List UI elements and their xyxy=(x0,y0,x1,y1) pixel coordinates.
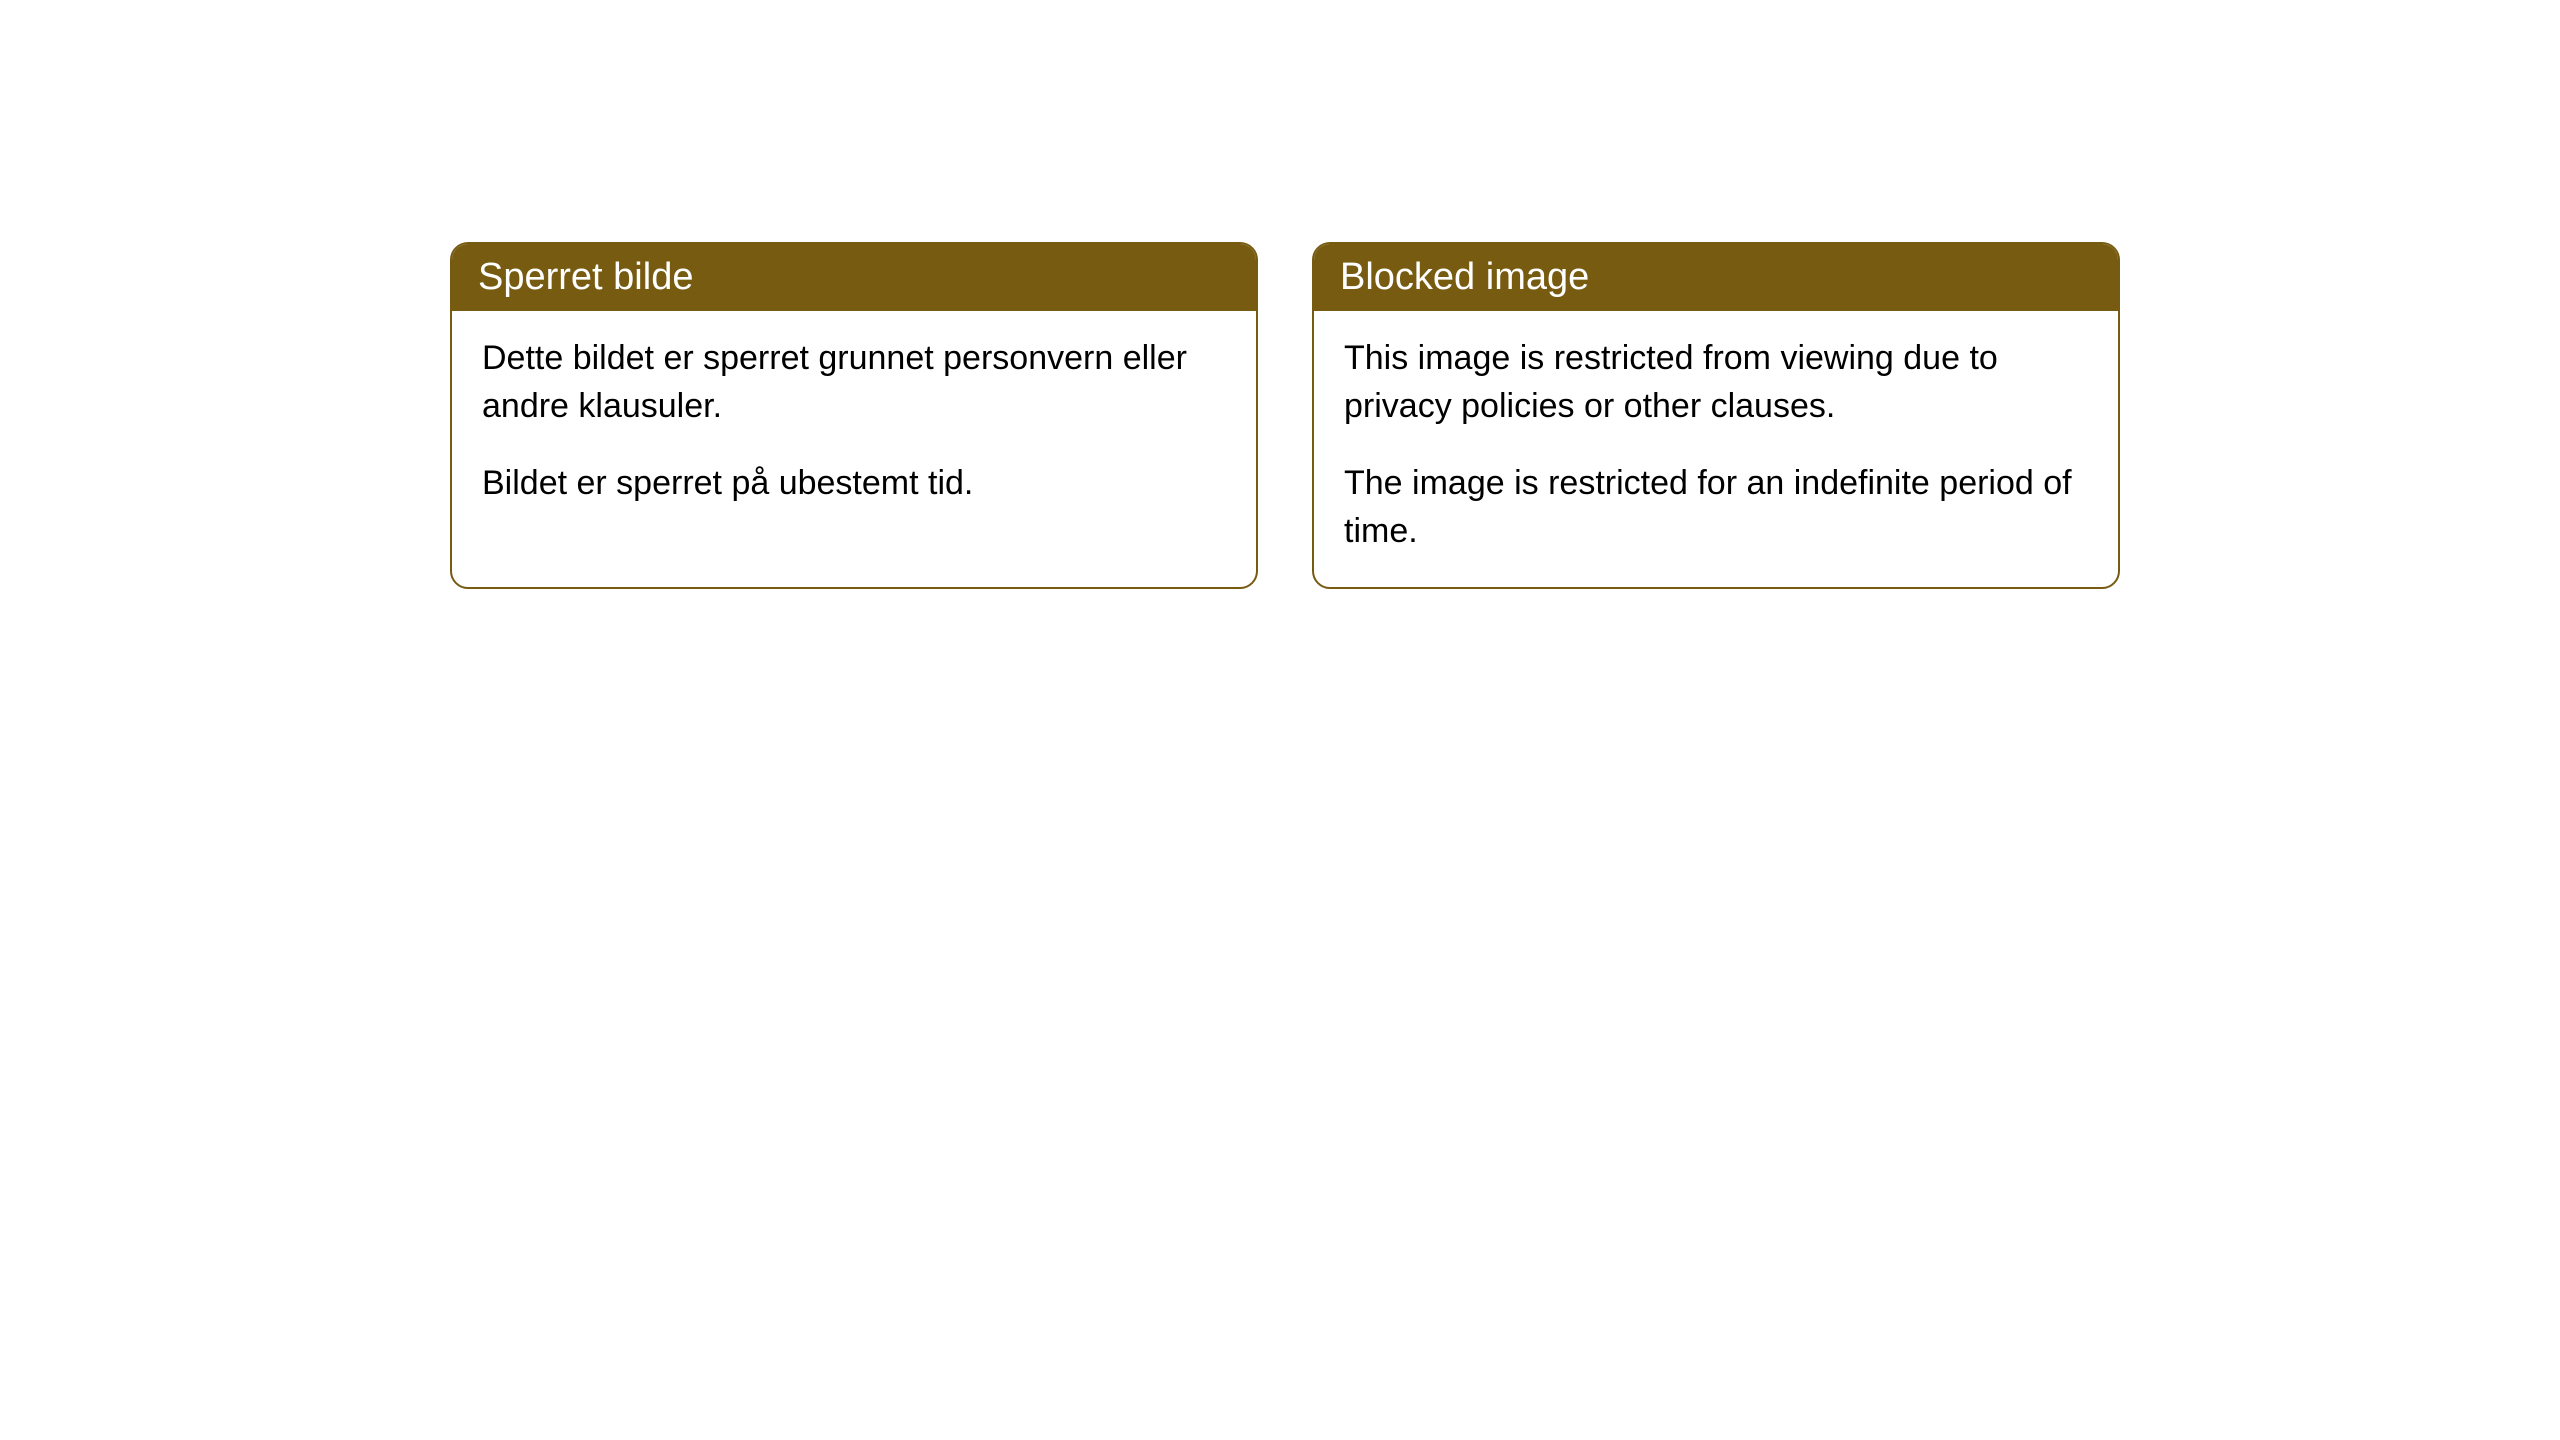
card-paragraph-2-english: The image is restricted for an indefinit… xyxy=(1344,460,2088,555)
card-norwegian: Sperret bilde Dette bildet er sperret gr… xyxy=(450,242,1258,589)
card-body-english: This image is restricted from viewing du… xyxy=(1314,311,2118,587)
card-paragraph-1-norwegian: Dette bildet er sperret grunnet personve… xyxy=(482,335,1226,430)
card-english: Blocked image This image is restricted f… xyxy=(1312,242,2120,589)
card-paragraph-1-english: This image is restricted from viewing du… xyxy=(1344,335,2088,430)
card-paragraph-2-norwegian: Bildet er sperret på ubestemt tid. xyxy=(482,460,1226,508)
card-header-norwegian: Sperret bilde xyxy=(452,244,1256,311)
cards-container: Sperret bilde Dette bildet er sperret gr… xyxy=(450,242,2120,589)
card-header-english: Blocked image xyxy=(1314,244,2118,311)
card-body-norwegian: Dette bildet er sperret grunnet personve… xyxy=(452,311,1256,540)
